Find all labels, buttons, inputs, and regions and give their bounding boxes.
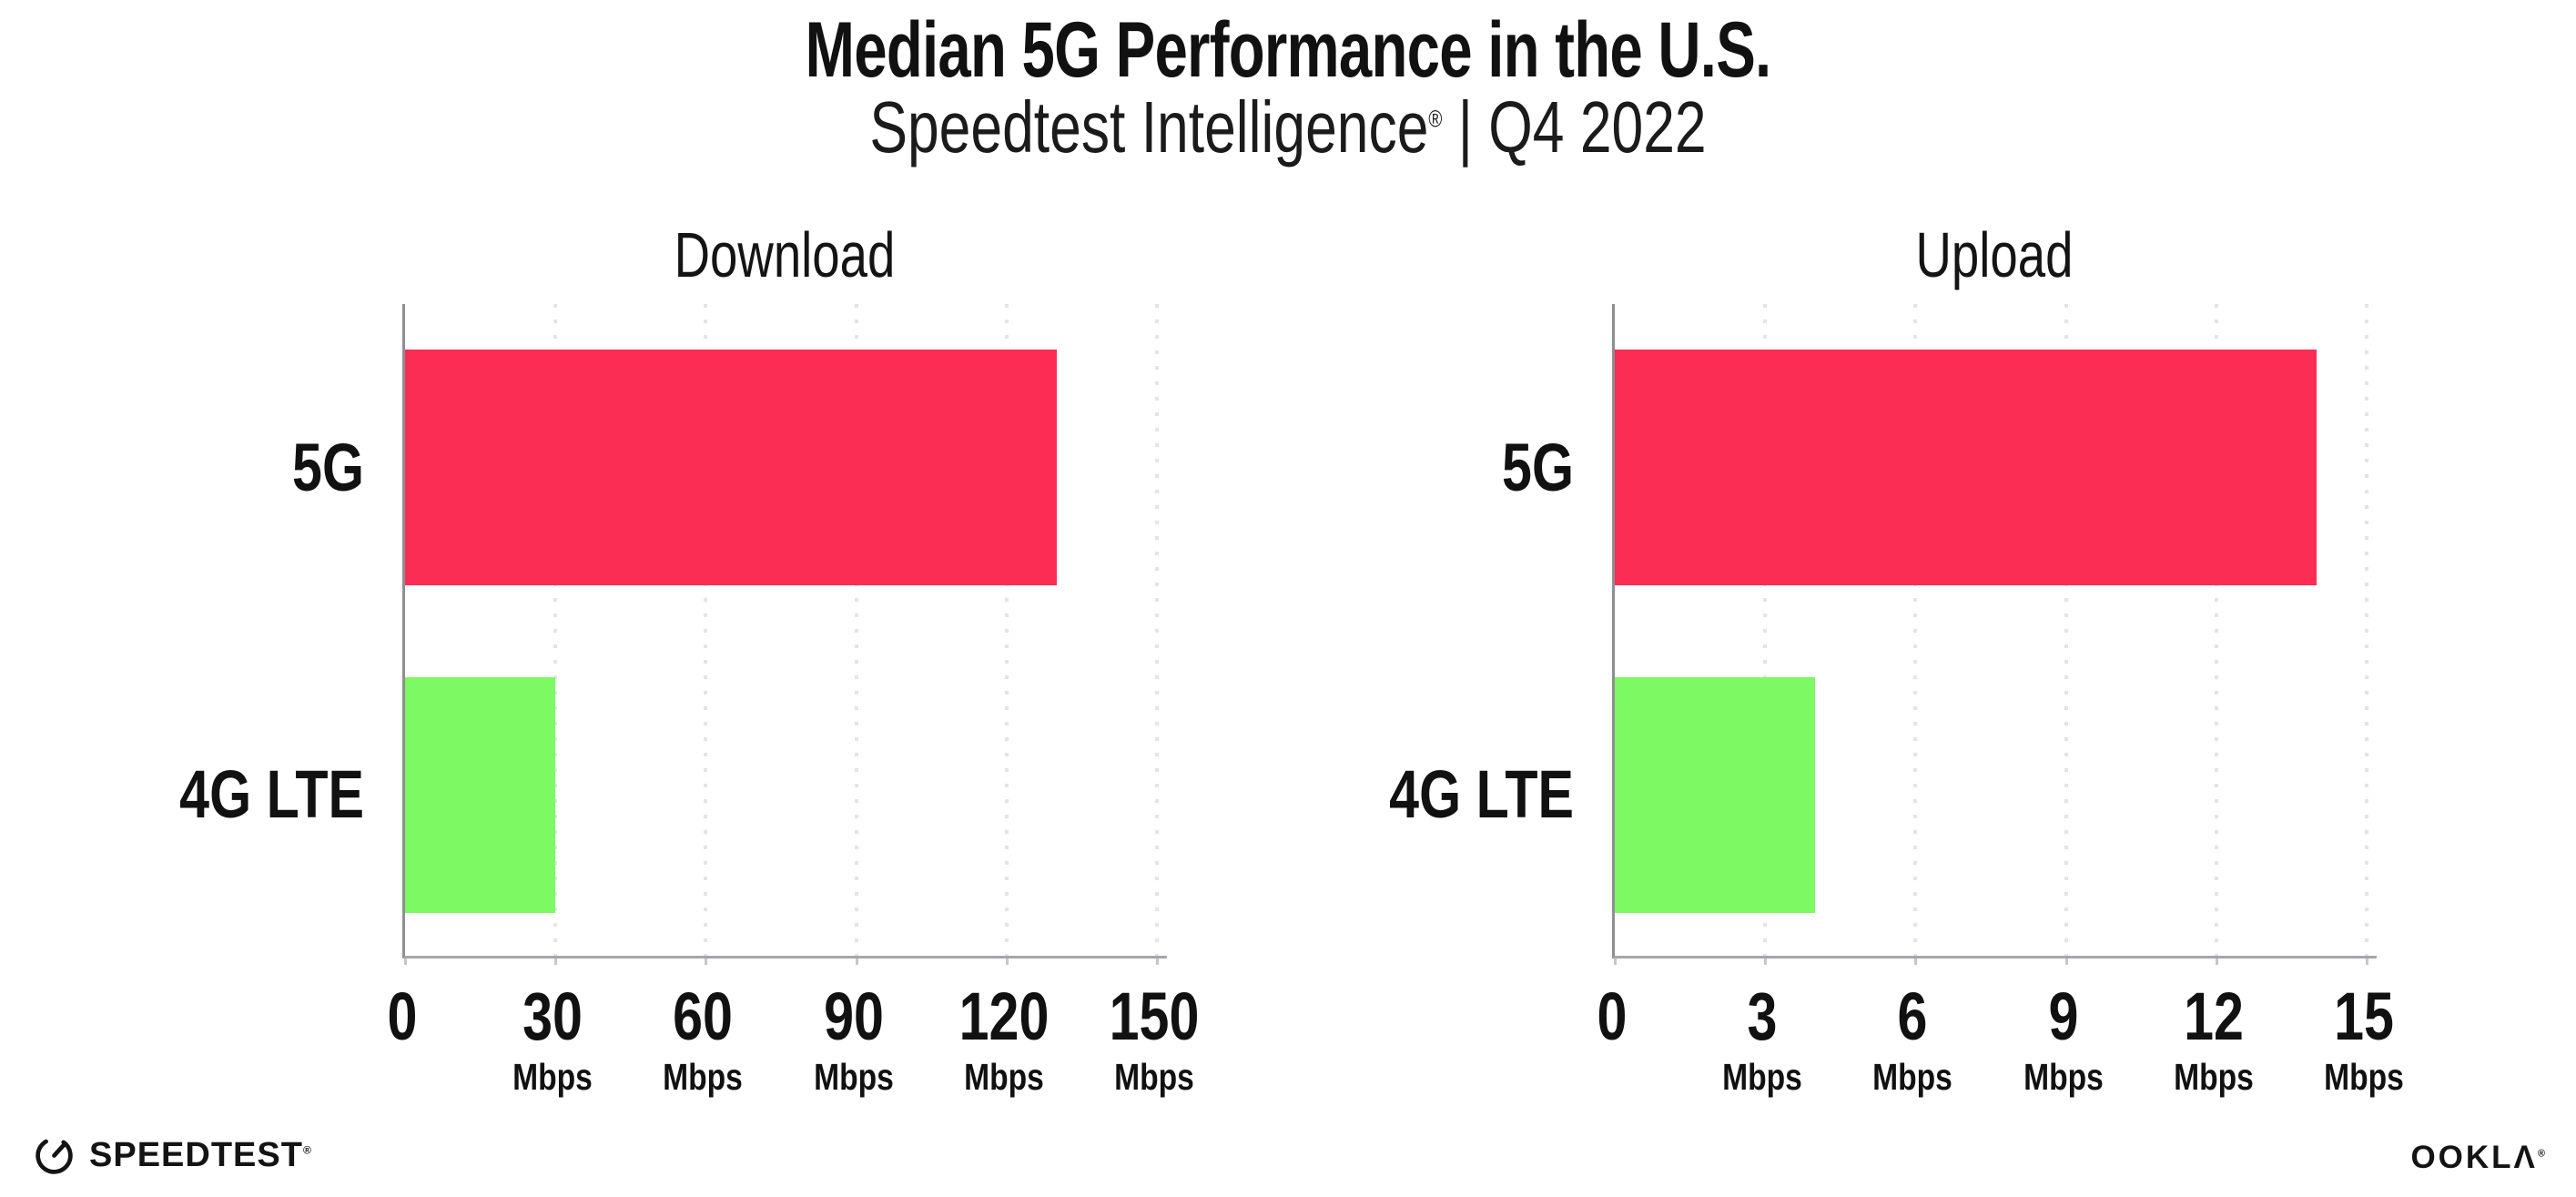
- x-tick-value: 0: [1597, 979, 1628, 1054]
- gridline: [1913, 304, 1918, 956]
- axis-tick-mark: [855, 959, 858, 965]
- x-tick-value: 60: [673, 979, 734, 1054]
- x-tick: 9 Mbps: [1954, 979, 2173, 1099]
- x-tick: 15 Mbps: [2255, 979, 2473, 1099]
- x-tick-value: 15: [2334, 979, 2394, 1054]
- x-tick-unit: Mbps: [1114, 1056, 1194, 1098]
- category-label-4g-lte: 4G LTE: [1389, 756, 1574, 832]
- x-tick-unit: Mbps: [2324, 1056, 2404, 1098]
- ookla-wordmark-text: OOKLΛ: [2410, 1140, 2538, 1175]
- ookla-registered-mark: ®: [2537, 1148, 2545, 1160]
- download-chart-title: Download: [674, 219, 896, 290]
- bar-5g: [1615, 350, 2317, 585]
- download-y-axis-labels: 5G 4G LTE: [0, 304, 364, 959]
- gridline: [854, 304, 858, 956]
- page-title: Median 5G Performance in the U.S.: [805, 6, 1772, 94]
- download-x-axis: 0 30 Mbps 60 Mbps 90 Mbps 120 Mbps 150 Mbps: [388, 979, 1200, 1109]
- page-subtitle: Speedtest Intelligence® | Q4 2022: [578, 86, 1998, 169]
- upload-y-axis-labels: 5G 4G LTE: [1175, 304, 1574, 959]
- upload-chart-title: Upload: [1915, 219, 2074, 290]
- x-tick-unit: Mbps: [2023, 1056, 2104, 1098]
- x-tick-value: 90: [823, 979, 884, 1054]
- bar-5g: [405, 350, 1057, 585]
- gridline: [1763, 304, 1768, 956]
- x-tick: 120 Mbps: [895, 979, 1113, 1099]
- x-tick-value: 30: [522, 979, 583, 1054]
- x-tick-value: 12: [2183, 979, 2244, 1054]
- axis-tick-mark: [1005, 959, 1009, 965]
- x-tick: 90 Mbps: [745, 979, 963, 1099]
- gridline: [1004, 304, 1009, 956]
- x-tick-unit: Mbps: [1722, 1056, 1803, 1098]
- subtitle-brand: Speedtest Intelligence: [869, 86, 1429, 167]
- upload-plot-area: [1612, 304, 2377, 965]
- gridline: [2214, 304, 2218, 956]
- axis-tick-mark: [1764, 959, 1768, 965]
- x-tick-value: 120: [958, 979, 1050, 1054]
- x-tick: 0: [293, 981, 512, 1052]
- x-tick-value: 3: [1747, 979, 1778, 1054]
- x-tick-unit: Mbps: [512, 1056, 593, 1098]
- axis-tick-mark: [1614, 959, 1617, 965]
- x-tick-unit: Mbps: [663, 1056, 744, 1098]
- ookla-logo: OOKLΛ®: [2410, 1140, 2545, 1176]
- x-tick-value: 150: [1109, 979, 1200, 1054]
- gridline: [553, 304, 558, 956]
- x-tick-unit: Mbps: [2173, 1056, 2254, 1098]
- x-tick: 3 Mbps: [1653, 979, 1871, 1099]
- x-tick-value: 6: [1897, 979, 1928, 1054]
- axis-tick-mark: [2215, 959, 2218, 965]
- speedtest-registered-mark: ®: [302, 1143, 312, 1157]
- speedtest-wordmark-text: SPEEDTEST: [89, 1136, 303, 1174]
- x-tick-value: 9: [2048, 979, 2079, 1054]
- x-tick: 30 Mbps: [443, 979, 662, 1099]
- axis-tick-mark: [2064, 959, 2068, 965]
- axis-tick-mark: [404, 959, 407, 965]
- speedtest-gauge-icon: [35, 1137, 73, 1174]
- category-label-5g: 5G: [292, 430, 364, 505]
- speedtest-logo: SPEEDTEST®: [33, 1134, 312, 1177]
- download-plot-area: [402, 304, 1167, 965]
- gridline: [2365, 304, 2368, 956]
- x-tick: 12 Mbps: [2104, 979, 2323, 1099]
- x-tick: 0: [1503, 981, 1721, 1052]
- bar-4g-lte: [1615, 677, 1815, 913]
- x-tick-unit: Mbps: [1872, 1056, 1953, 1098]
- x-tick: 6 Mbps: [1803, 979, 2022, 1099]
- category-label-4g-lte: 4G LTE: [179, 756, 364, 832]
- gridline: [2064, 304, 2068, 956]
- speedtest-wordmark: SPEEDTEST®: [89, 1136, 312, 1175]
- x-tick-value: 0: [387, 979, 418, 1054]
- axis-tick-mark: [1914, 959, 1918, 965]
- axis-tick-mark: [1156, 959, 1159, 965]
- category-label-5g: 5G: [1502, 430, 1574, 505]
- gridline: [704, 304, 708, 956]
- bar-4g-lte: [405, 677, 555, 913]
- gridline: [1155, 304, 1159, 956]
- x-tick-unit: Mbps: [813, 1056, 894, 1098]
- x-tick: 150 Mbps: [1045, 979, 1263, 1099]
- subtitle-period: | Q4 2022: [1442, 86, 1707, 167]
- x-tick: 60 Mbps: [593, 979, 812, 1099]
- x-tick-unit: Mbps: [963, 1056, 1044, 1098]
- axis-tick-mark: [705, 959, 708, 965]
- registered-mark: ®: [1428, 105, 1443, 133]
- axis-tick-mark: [554, 959, 558, 965]
- upload-x-axis: 0 3 Mbps 6 Mbps 9 Mbps 12 Mbps 15 Mbps: [1597, 979, 2404, 1109]
- axis-tick-mark: [2366, 959, 2368, 965]
